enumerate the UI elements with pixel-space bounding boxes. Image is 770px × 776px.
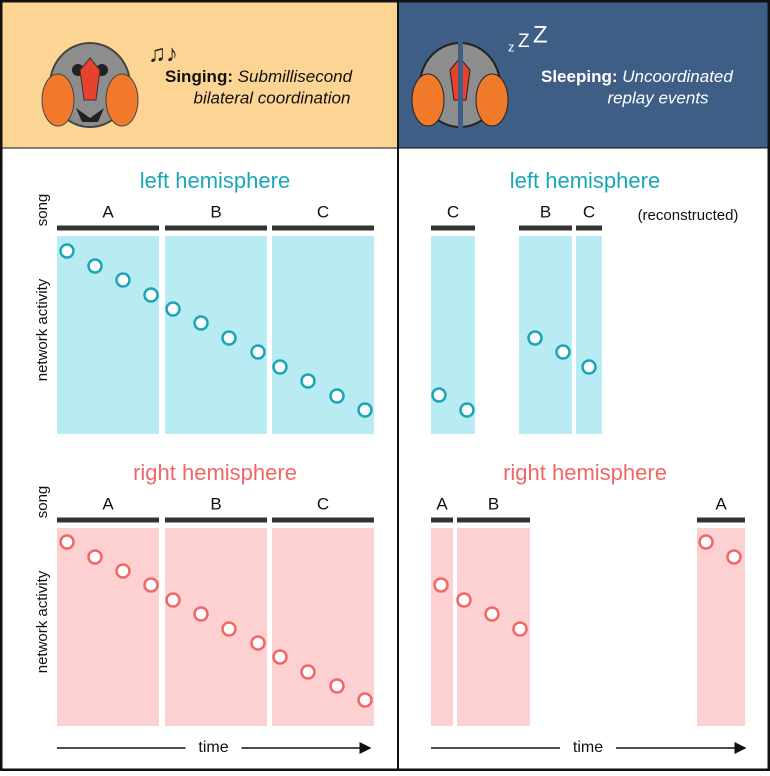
activity-region [165,528,267,726]
activity-dot [274,651,287,664]
figure: ♫♪ Singing: Submillisecond bilateral coo… [0,0,770,771]
activity-region [519,236,572,434]
sleep-z: Z [533,21,548,48]
header-italic: replay events [607,88,709,107]
activity-region [57,236,159,434]
activity-dot [117,565,130,578]
activity-dot [223,623,236,636]
activity-dot [700,536,713,549]
time-label: time [198,739,228,756]
segment-label: C [583,202,595,221]
activity-dot [458,594,471,607]
activity-dot [61,245,74,258]
segment-label: A [436,494,448,513]
note: (reconstructed) [638,207,739,224]
axis-label: network activity [34,570,51,673]
activity-region [57,528,159,726]
music-notes: ♫♪ [148,40,178,67]
activity-dot [252,637,265,650]
activity-dot [61,536,74,549]
panel-title: left hemisphere [510,168,660,193]
activity-dot [302,375,315,388]
axis-label: network activity [34,278,51,381]
activity-region [576,236,602,434]
activity-dot [274,361,287,374]
header-italic: bilateral coordination [194,88,351,107]
segment-label: B [540,202,551,221]
activity-dot [195,317,208,330]
header-bold: Sleeping: [541,67,618,86]
segment-label: C [317,494,329,513]
sleep-z: z [508,39,515,54]
segment-label: B [210,494,221,513]
activity-dot [486,608,499,621]
activity-region [165,236,267,434]
panel-title: right hemisphere [503,460,667,485]
activity-dot [89,260,102,273]
activity-dot [223,332,236,345]
header-italic: Uncoordinated [622,67,733,86]
activity-dot [557,346,570,359]
activity-dot [252,346,265,359]
activity-dot [359,404,372,417]
segment-label: A [715,494,727,513]
segment-label: C [317,202,329,221]
activity-dot [145,579,158,592]
activity-dot [89,551,102,564]
time-label: time [573,739,603,756]
activity-dot [145,289,158,302]
activity-dot [728,551,741,564]
activity-region [431,528,453,726]
segment-label: B [210,202,221,221]
header-italic: Submillisecond [238,67,353,86]
activity-dot [583,361,596,374]
segment-label: A [102,494,114,513]
activity-dot [167,303,180,316]
panel-title: right hemisphere [133,460,297,485]
segment-label: B [488,494,499,513]
panel-title: left hemisphere [140,168,290,193]
activity-dot [514,623,527,636]
activity-dot [331,680,344,693]
sleep-z: Z [518,31,530,52]
axis-label: song [34,194,51,227]
activity-dot [433,389,446,402]
axis-label: song [34,486,51,519]
activity-dot [359,694,372,707]
activity-region [272,236,374,434]
activity-dot [302,666,315,679]
segment-label: C [447,202,459,221]
segment-label: A [102,202,114,221]
header-text: Singing: Submillisecond [165,67,353,86]
activity-dot [195,608,208,621]
activity-dot [167,594,180,607]
activity-dot [435,579,448,592]
header-text: Sleeping: Uncoordinated [541,67,733,86]
activity-dot [529,332,542,345]
activity-dot [117,274,130,287]
header-bold: Singing: [165,67,233,86]
activity-dot [331,390,344,403]
activity-dot [461,404,474,417]
